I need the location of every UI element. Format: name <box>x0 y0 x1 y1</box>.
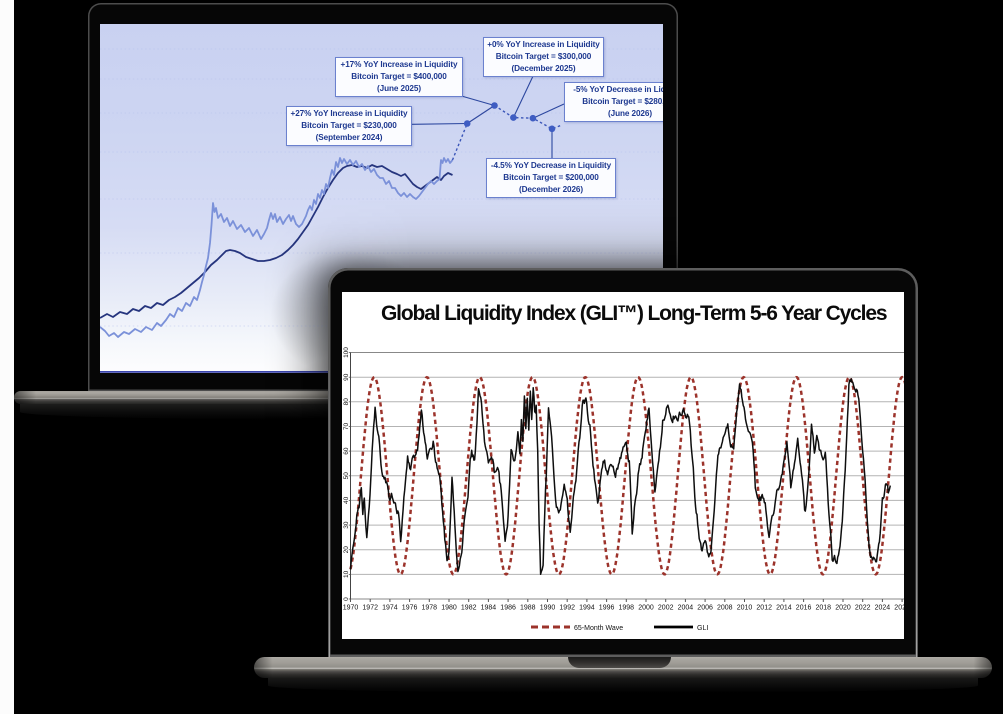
svg-text:2026: 2026 <box>894 605 904 612</box>
svg-text:2010: 2010 <box>737 605 753 612</box>
svg-text:100: 100 <box>343 347 350 358</box>
svg-text:90: 90 <box>343 373 350 381</box>
svg-text:2006: 2006 <box>697 605 713 612</box>
svg-text:30: 30 <box>343 521 350 529</box>
svg-text:2014: 2014 <box>776 605 792 612</box>
svg-text:1976: 1976 <box>402 605 418 612</box>
svg-text:2016: 2016 <box>796 605 812 612</box>
svg-text:2008: 2008 <box>717 605 733 612</box>
svg-text:70: 70 <box>343 423 350 431</box>
svg-text:1974: 1974 <box>382 605 398 612</box>
svg-text:40: 40 <box>343 496 350 504</box>
svg-text:GLI: GLI <box>697 625 708 632</box>
svg-text:2000: 2000 <box>638 605 654 612</box>
svg-text:1982: 1982 <box>461 605 477 612</box>
svg-text:0: 0 <box>343 597 350 601</box>
svg-text:1980: 1980 <box>441 605 457 612</box>
svg-text:1996: 1996 <box>599 605 615 612</box>
svg-text:20: 20 <box>343 546 350 554</box>
svg-text:1970: 1970 <box>343 605 359 612</box>
svg-text:1994: 1994 <box>579 605 595 612</box>
svg-text:2024: 2024 <box>875 605 891 612</box>
svg-text:1990: 1990 <box>540 605 556 612</box>
svg-text:1998: 1998 <box>619 605 635 612</box>
svg-text:2012: 2012 <box>756 605 772 612</box>
svg-text:50: 50 <box>343 472 350 480</box>
svg-text:2022: 2022 <box>855 605 871 612</box>
svg-text:2004: 2004 <box>678 605 694 612</box>
svg-text:1984: 1984 <box>481 605 497 612</box>
svg-text:60: 60 <box>343 447 350 455</box>
svg-text:80: 80 <box>343 398 350 406</box>
svg-text:1988: 1988 <box>520 605 536 612</box>
svg-text:1978: 1978 <box>422 605 438 612</box>
svg-text:65-Month Wave: 65-Month Wave <box>574 625 623 632</box>
svg-text:2002: 2002 <box>658 605 674 612</box>
svg-text:2018: 2018 <box>816 605 832 612</box>
svg-text:1986: 1986 <box>500 605 516 612</box>
svg-text:1972: 1972 <box>362 605 378 612</box>
svg-text:1992: 1992 <box>559 605 575 612</box>
svg-text:2020: 2020 <box>835 605 851 612</box>
svg-text:10: 10 <box>343 570 350 578</box>
